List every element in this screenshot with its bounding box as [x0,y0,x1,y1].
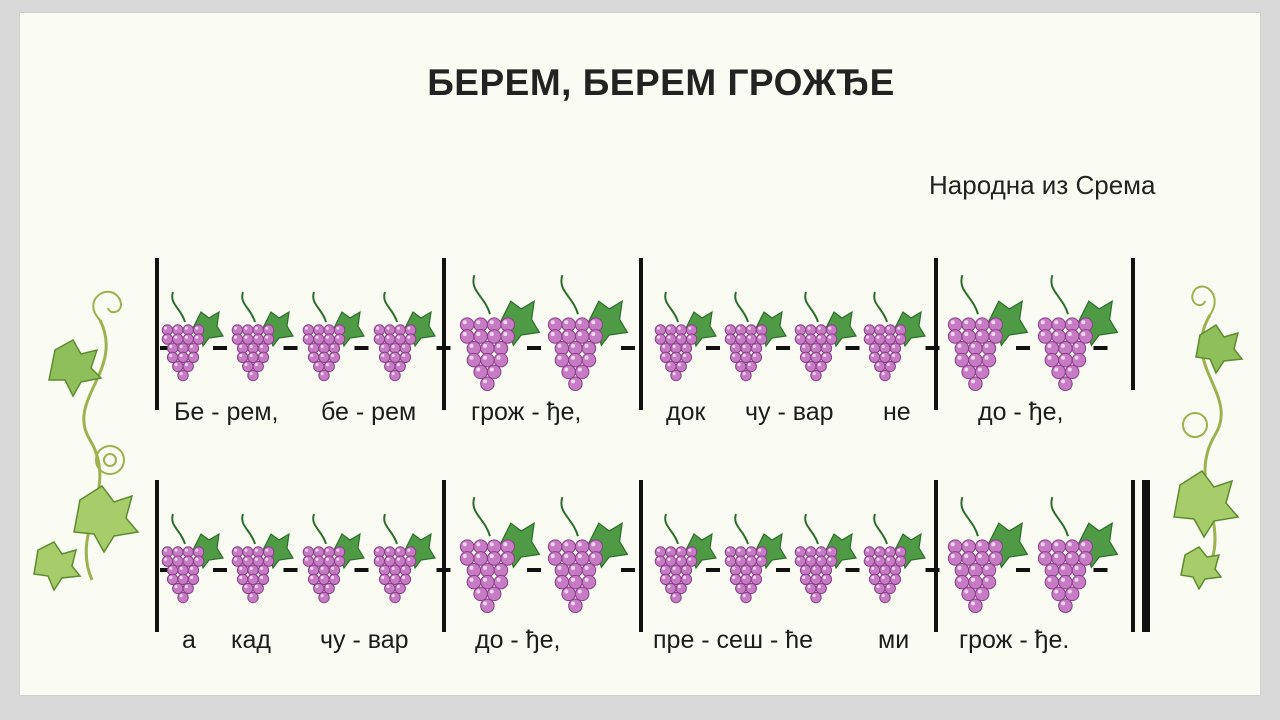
short-note-grape [302,513,365,604]
short-note-grape [654,513,717,604]
long-note-grape [1037,274,1119,392]
long-note-grape [947,496,1029,614]
short-note-grape [231,513,294,604]
right-vine-ornament [1173,285,1244,591]
long-note-grape [947,274,1029,392]
lyric-syllable-group: пре - сеш - ће [653,626,814,654]
lyric-syllable-group: до - ђе, [475,626,561,654]
long-note-grape [547,496,629,614]
lyric-syllable-group: ми [878,626,910,654]
short-note-grape [794,291,857,382]
lyric-syllable-group: бе - рем [321,398,417,426]
lyric-syllable-group: а [182,626,196,654]
short-note-grape [231,291,294,382]
short-note-grape [724,513,787,604]
short-note-grape [302,291,365,382]
lyric-syllable-group: Бе - рем, [174,398,279,426]
long-note-grape [1037,496,1119,614]
lyric-syllable-group: грож - ђе, [471,398,582,426]
short-note-grape [794,513,857,604]
short-note-grape [161,291,224,382]
short-note-grape [161,513,224,604]
lyric-syllable-group: кад [231,626,271,654]
short-note-grape [373,291,436,382]
song-title: БЕРЕМ, БЕРЕМ ГРОЖЂЕ [427,62,895,103]
notation-row-1 [155,258,1135,410]
short-note-grape [863,291,926,382]
final-thick-barline [1142,480,1150,632]
lyric-syllable-group: до - ђе, [978,398,1064,426]
lyric-syllable-group: чу - вар [320,626,409,654]
long-note-grape [459,274,541,392]
notation-row-2 [155,480,1150,632]
lyric-syllable-group: грож - ђе. [959,626,1070,654]
short-note-grape [863,513,926,604]
short-note-grape [654,291,717,382]
lyric-syllable-group: док [666,398,706,426]
song-origin: Народна из Срема [929,170,1156,200]
long-note-grape [459,496,541,614]
left-vine-ornament [33,290,140,592]
short-note-grape [373,513,436,604]
short-note-grape [724,291,787,382]
lyric-syllable-group: не [883,398,911,426]
long-note-grape [547,274,629,392]
lyric-syllable-group: чу - вар [745,398,834,426]
